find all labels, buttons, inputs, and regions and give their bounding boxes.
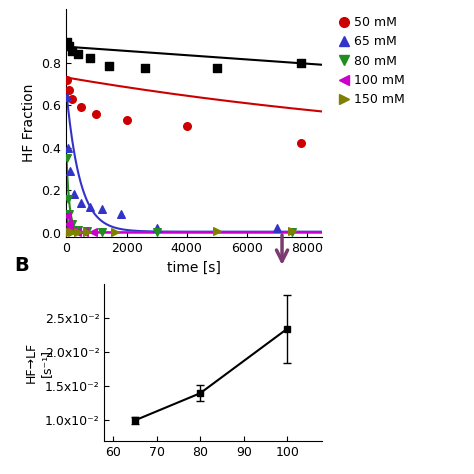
Point bbox=[65, 225, 73, 232]
Point bbox=[64, 220, 72, 228]
Point bbox=[99, 206, 106, 213]
Point bbox=[78, 199, 85, 207]
Point bbox=[64, 93, 71, 100]
Point bbox=[99, 228, 106, 236]
Point bbox=[65, 228, 73, 236]
Point bbox=[64, 228, 72, 236]
Point bbox=[213, 64, 221, 72]
Point bbox=[70, 191, 78, 198]
Point bbox=[93, 110, 100, 118]
Point bbox=[213, 228, 221, 235]
Text: B: B bbox=[14, 256, 29, 275]
Point bbox=[64, 195, 72, 202]
Point bbox=[90, 228, 97, 236]
Point bbox=[64, 228, 71, 236]
Point bbox=[69, 47, 76, 55]
Point bbox=[69, 220, 76, 228]
Point bbox=[64, 144, 72, 152]
Point bbox=[105, 62, 112, 70]
X-axis label: time [s]: time [s] bbox=[167, 260, 221, 274]
Point bbox=[78, 103, 85, 111]
Point bbox=[183, 123, 191, 130]
Point bbox=[83, 227, 91, 235]
Point bbox=[288, 228, 296, 236]
Point bbox=[64, 76, 71, 83]
Point bbox=[65, 42, 73, 49]
Point bbox=[69, 95, 76, 102]
Point bbox=[111, 228, 118, 236]
Point bbox=[64, 155, 71, 162]
Legend: 50 mM, 65 mM, 80 mM, 100 mM, 150 mM: 50 mM, 65 mM, 80 mM, 100 mM, 150 mM bbox=[336, 11, 410, 111]
Point bbox=[298, 59, 305, 67]
Point bbox=[65, 210, 73, 218]
Point bbox=[74, 228, 82, 236]
Point bbox=[69, 227, 76, 235]
Point bbox=[117, 210, 124, 218]
Point bbox=[65, 86, 73, 94]
Point bbox=[153, 228, 161, 236]
Point bbox=[87, 55, 94, 62]
Point bbox=[123, 116, 130, 124]
Point bbox=[81, 228, 88, 236]
Point bbox=[74, 226, 82, 233]
Point bbox=[64, 212, 71, 219]
Point bbox=[69, 228, 76, 236]
Point bbox=[298, 140, 305, 147]
Point bbox=[141, 64, 148, 72]
Point bbox=[273, 225, 281, 232]
Point bbox=[73, 228, 81, 236]
Point bbox=[153, 225, 161, 232]
Point bbox=[74, 50, 82, 58]
Point bbox=[87, 203, 94, 211]
Point bbox=[83, 228, 91, 236]
Y-axis label: HF→LF
[s⁻¹]: HF→LF [s⁻¹] bbox=[25, 342, 53, 383]
Point bbox=[64, 39, 71, 46]
Y-axis label: HF Fraction: HF Fraction bbox=[22, 84, 36, 163]
Point bbox=[288, 227, 296, 235]
Point bbox=[66, 167, 74, 175]
